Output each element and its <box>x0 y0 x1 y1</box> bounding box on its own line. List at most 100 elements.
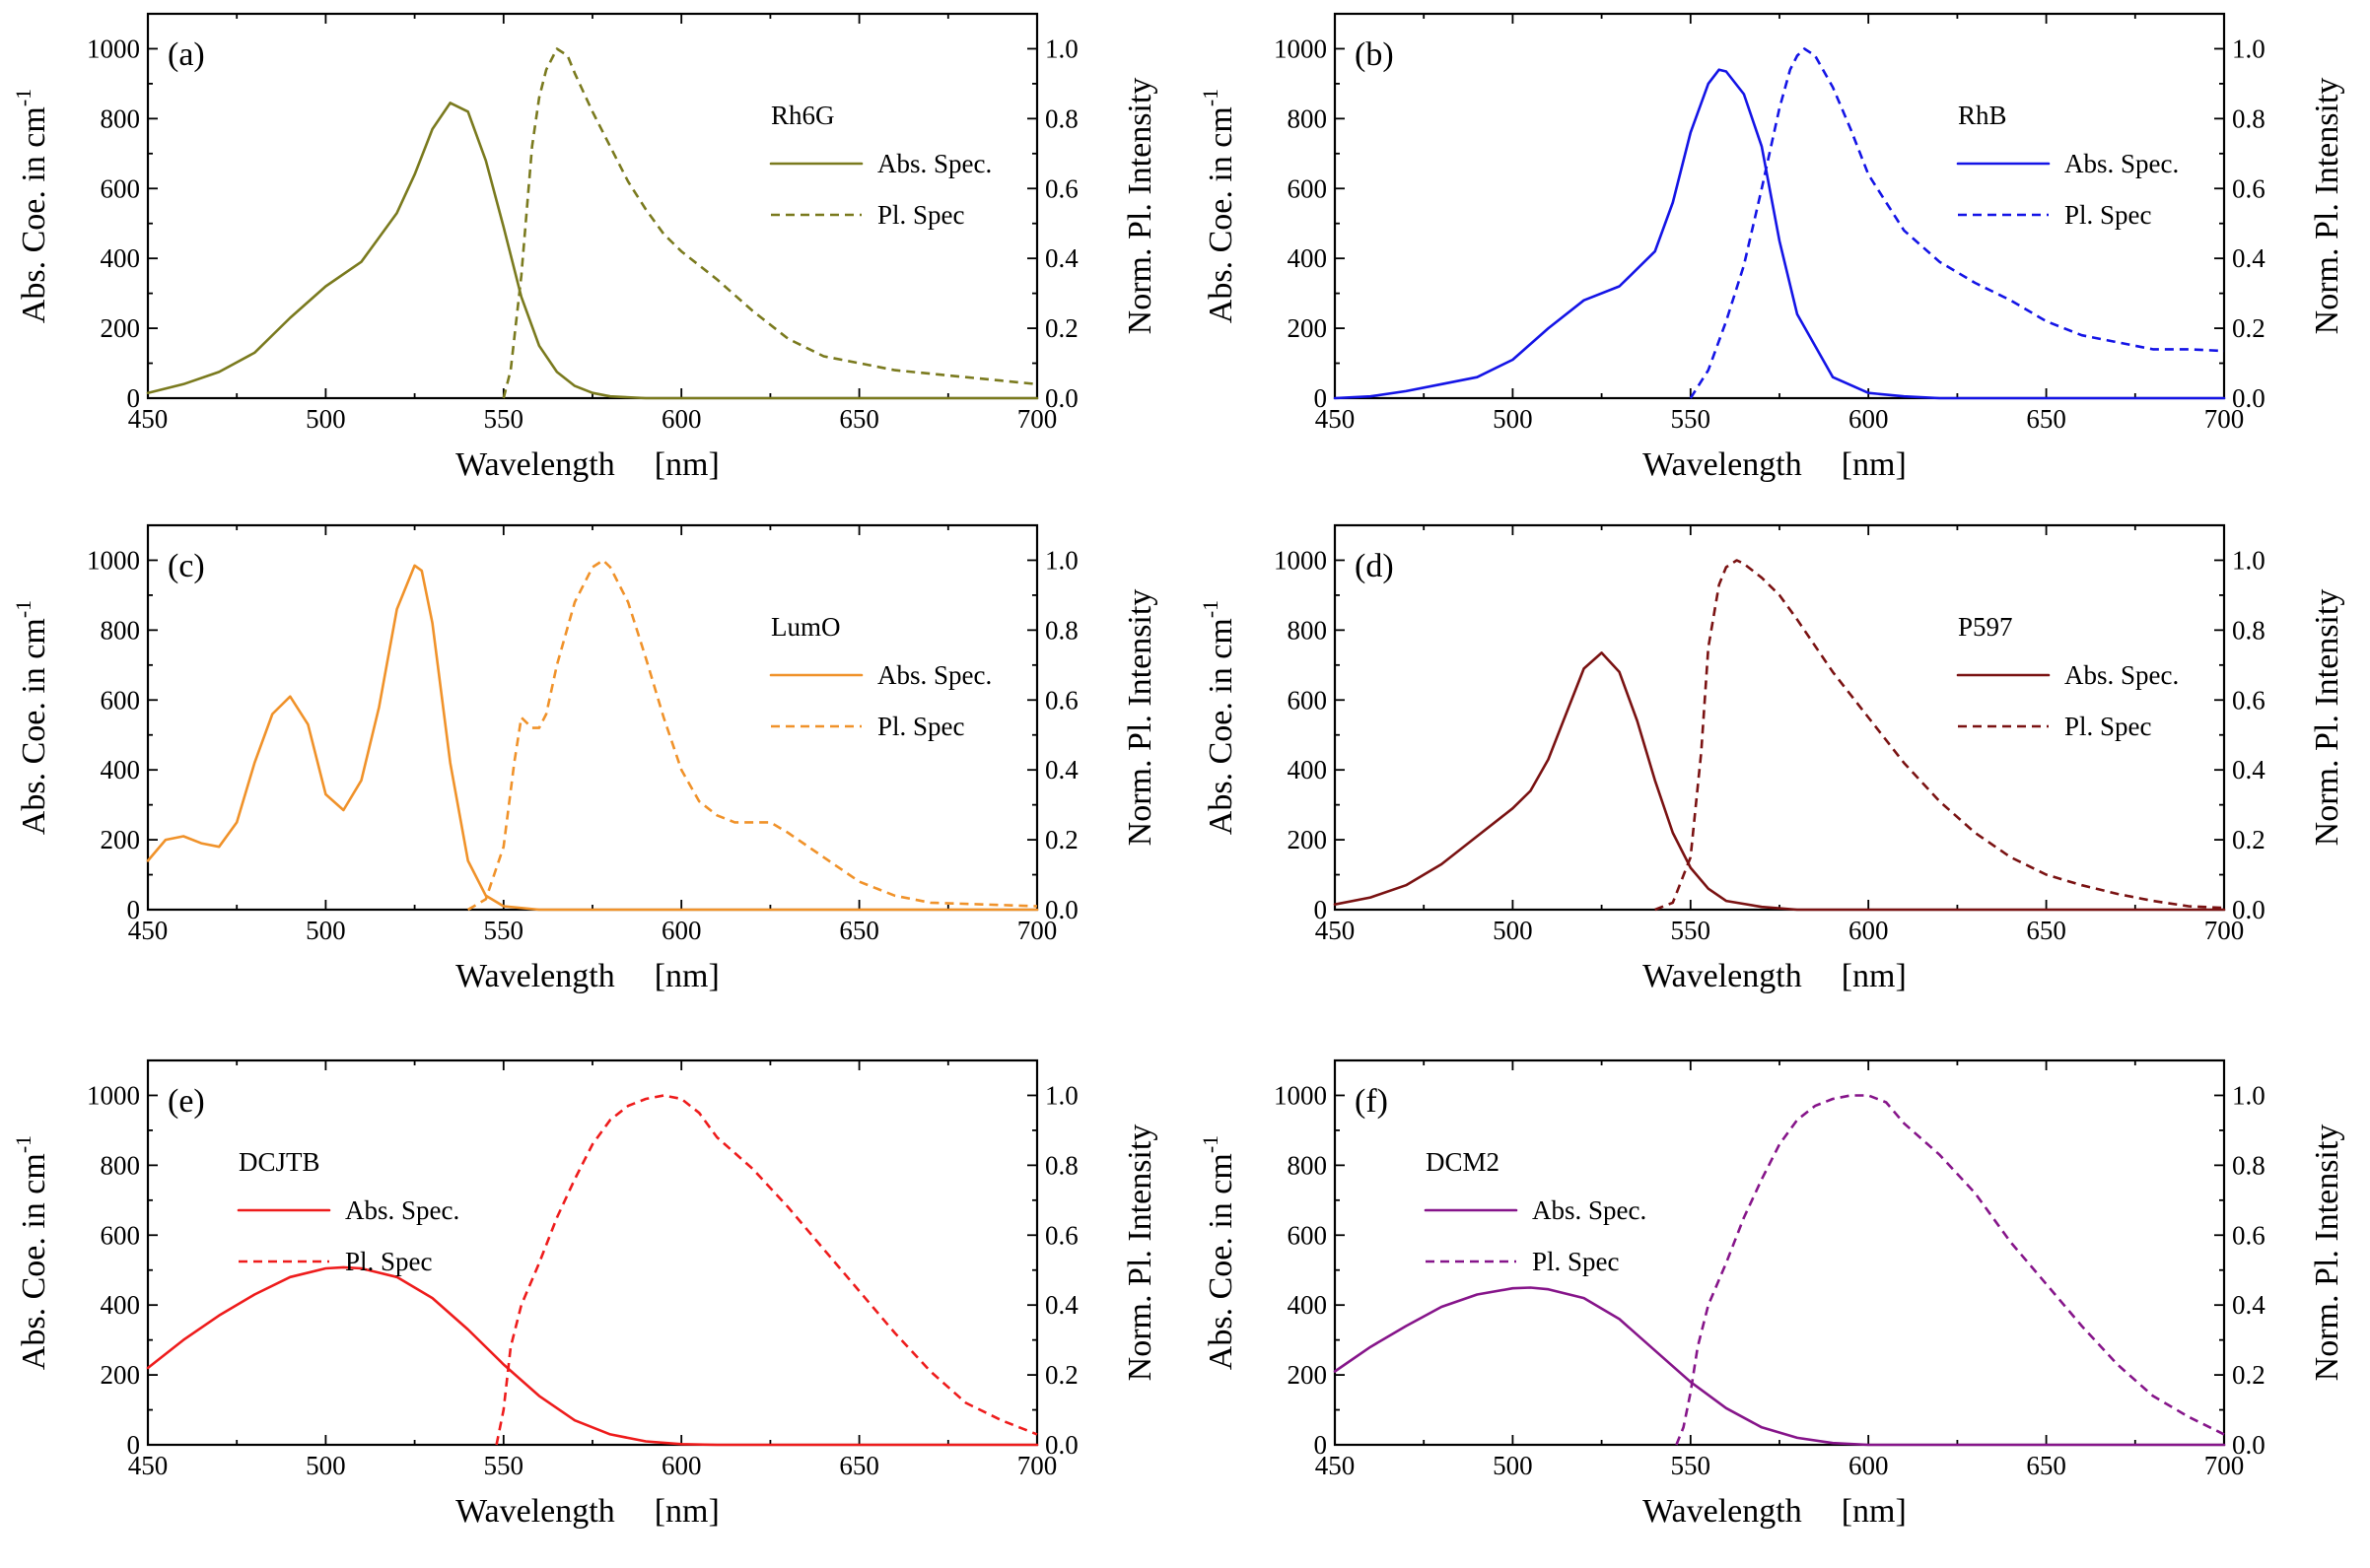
x-tick-label: 650 <box>2026 404 2066 434</box>
legend: Rh6G Abs. Spec. Pl. Spec <box>769 101 992 230</box>
y-left-axis-title: Abs. Coe. in cm-1 <box>11 600 52 835</box>
y-left-axis-label: Abs. Coe. in cm <box>1203 106 1239 323</box>
panel-tag: (a) <box>168 36 205 73</box>
x-tick-label: 600 <box>1848 1451 1889 1480</box>
abs-spectrum-line <box>1333 651 2226 912</box>
y-left-tick-label: 600 <box>1288 173 1328 203</box>
x-tick-label: 700 <box>1017 1451 1058 1480</box>
y-right-tick-label: 0.6 <box>1045 685 1079 715</box>
y-left-axis-label: Abs. Coe. in cm <box>16 1153 52 1370</box>
x-axis-label: Wavelength <box>455 958 615 994</box>
legend-label-abs: Abs. Spec. <box>1532 1195 1646 1225</box>
x-tick-label: 600 <box>662 1451 702 1480</box>
y-right-tick-label: 0.8 <box>2232 1150 2265 1180</box>
y-left-tick-label: 800 <box>101 615 141 645</box>
x-axis-title: Wavelength [nm] <box>455 958 720 994</box>
y-right-tick-label: 1.0 <box>1045 1080 1079 1110</box>
y-right-tick-label: 0.8 <box>2232 615 2265 645</box>
y-left-axis-label: Abs. Coe. in cm <box>16 106 52 323</box>
y-left-axis-sup: -1 <box>1198 1135 1222 1153</box>
y-left-tick-label: 200 <box>101 313 141 343</box>
legend-label-pl: Pl. Spec <box>2064 200 2152 230</box>
y-left-tick-label: 600 <box>1288 685 1328 715</box>
pl-spectrum-line <box>467 559 1038 912</box>
y-right-tick-label: 0.4 <box>1045 755 1079 784</box>
y-left-tick-label: 800 <box>101 103 141 133</box>
x-tick-label: 500 <box>306 1451 346 1480</box>
y-left-axis-title: Abs. Coe. in cm-1 <box>1198 600 1239 835</box>
legend-title: LumO <box>771 612 841 642</box>
legend-title: Rh6G <box>771 101 835 130</box>
panel-d: 450 500 550 600 650 700 0 200 400 600 800 1000 0.0 0.… <box>1198 523 2345 994</box>
y-left-tick-label: 1000 <box>87 34 140 63</box>
y-right-tick-label: 0.4 <box>2232 243 2265 273</box>
y-left-axis-title: Abs. Coe. in cm-1 <box>11 1135 52 1370</box>
x-tick-label: 450 <box>1315 916 1356 945</box>
y-right-axis-title: Norm. Pl. Intensity <box>1122 589 1158 847</box>
x-tick-label: 600 <box>662 404 702 434</box>
y-left-tick-label: 400 <box>101 243 141 273</box>
y-right-axis-title: Norm. Pl. Intensity <box>2309 589 2345 847</box>
legend-label-abs: Abs. Spec. <box>345 1195 459 1225</box>
y-right-tick-label: 0.6 <box>2232 173 2265 203</box>
y-left-tick-label: 200 <box>101 825 141 854</box>
y-right-tick-label: 1.0 <box>2232 1080 2265 1110</box>
legend-title: DCM2 <box>1426 1147 1499 1177</box>
x-axis-label: Wavelength <box>455 1493 615 1530</box>
legend-label-pl: Pl. Spec <box>1532 1247 1620 1276</box>
y-right-tick-label: 0.0 <box>1045 895 1079 924</box>
x-tick-label: 550 <box>484 916 524 945</box>
x-axis-unit: [nm] <box>1842 1493 1907 1530</box>
abs-spectrum-line <box>1333 1286 2226 1447</box>
x-tick-label: 700 <box>2204 404 2245 434</box>
legend: P597 Abs. Spec. Pl. Spec <box>1956 612 2179 741</box>
x-axis-title: Wavelength [nm] <box>455 1493 720 1530</box>
panel-c: 450 500 550 600 650 700 0 200 400 600 800 1000 0.0 0.… <box>11 523 1158 994</box>
legend: DCM2 Abs. Spec. Pl. Spec <box>1424 1147 1646 1276</box>
x-tick-label: 500 <box>1493 404 1533 434</box>
x-tick-label: 650 <box>2026 1451 2066 1480</box>
y-left-tick-label: 200 <box>1288 313 1328 343</box>
x-tick-label: 700 <box>1017 404 1058 434</box>
x-tick-label: 650 <box>839 404 879 434</box>
y-left-axis-sup: -1 <box>1198 89 1222 106</box>
y-left-tick-label: 1000 <box>1274 545 1327 575</box>
x-axis-unit: [nm] <box>1842 446 1907 483</box>
y-left-tick-label: 400 <box>1288 243 1328 273</box>
x-tick-label: 550 <box>484 1451 524 1480</box>
x-tick-label: 550 <box>1671 404 1711 434</box>
y-left-axis-title: Abs. Coe. in cm-1 <box>1198 89 1239 323</box>
x-tick-label: 650 <box>839 916 879 945</box>
panel-tag: (e) <box>168 1083 205 1120</box>
y-right-tick-label: 0.8 <box>1045 615 1079 645</box>
pl-spectrum-line <box>1654 559 2225 912</box>
x-tick-label: 450 <box>128 404 169 434</box>
y-left-axis-label: Abs. Coe. in cm <box>1203 1153 1239 1370</box>
legend-label-abs: Abs. Spec. <box>2064 149 2179 178</box>
y-right-tick-label: 0.0 <box>2232 895 2265 924</box>
panel-tag: (f) <box>1355 1083 1388 1120</box>
x-axis-title: Wavelength [nm] <box>1642 958 1907 994</box>
y-left-tick-label: 0 <box>1314 895 1328 924</box>
y-right-tick-label: 0.4 <box>2232 1290 2265 1320</box>
x-axis-label: Wavelength <box>1642 446 1802 483</box>
y-right-tick-label: 0.8 <box>2232 103 2265 133</box>
x-axis-unit: [nm] <box>655 1493 720 1530</box>
legend-label-pl: Pl. Spec <box>877 712 965 741</box>
x-tick-label: 550 <box>1671 1451 1711 1480</box>
y-right-tick-label: 0.6 <box>2232 685 2265 715</box>
y-left-tick-label: 1000 <box>1274 1080 1327 1110</box>
y-left-tick-label: 0 <box>127 1430 141 1460</box>
y-right-tick-label: 0.2 <box>1045 1360 1079 1390</box>
x-tick-label: 650 <box>839 1451 879 1480</box>
y-left-axis-label: Abs. Coe. in cm <box>1203 618 1239 835</box>
x-tick-label: 600 <box>1848 404 1889 434</box>
y-left-tick-label: 600 <box>1288 1220 1328 1250</box>
x-tick-label: 700 <box>1017 916 1058 945</box>
plot-frame <box>1333 1058 2226 1447</box>
y-right-tick-label: 0.2 <box>1045 825 1079 854</box>
legend-title: DCJTB <box>239 1147 320 1177</box>
x-tick-label: 500 <box>1493 1451 1533 1480</box>
x-tick-label: 600 <box>662 916 702 945</box>
pl-spectrum-line <box>1689 47 2225 399</box>
